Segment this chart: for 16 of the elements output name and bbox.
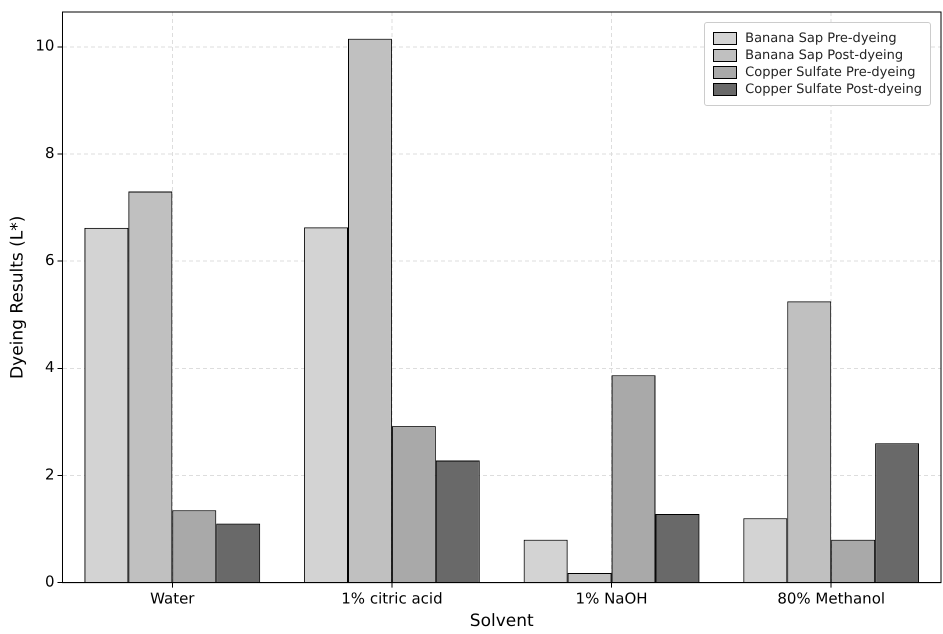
x-tick-label: Water [150, 589, 196, 608]
x-tick-label: 1% NaOH [576, 589, 648, 608]
y-tick-label: 6 [44, 251, 54, 270]
legend-label: Copper Sulfate Pre-dyeing [745, 65, 916, 80]
y-axis-title: Dyeing Results (L*) [8, 216, 28, 379]
x-axis-title: Solvent [470, 611, 534, 632]
legend-label: Copper Sulfate Post-dyeing [745, 82, 922, 97]
y-tick-label: 0 [44, 572, 54, 590]
y-tick-label: 2 [44, 465, 54, 484]
x-tick-label: 80% Methanol [777, 589, 886, 608]
x-tick-label: 1% citric acid [341, 589, 443, 608]
legend-label: Banana Sap Post-dyeing [745, 48, 904, 63]
y-tick-label: 4 [44, 358, 54, 376]
y-tick-label: 8 [44, 144, 54, 162]
y-tick-label: 10 [35, 36, 54, 55]
legend-label: Banana Sap Pre-dyeing [745, 31, 897, 46]
